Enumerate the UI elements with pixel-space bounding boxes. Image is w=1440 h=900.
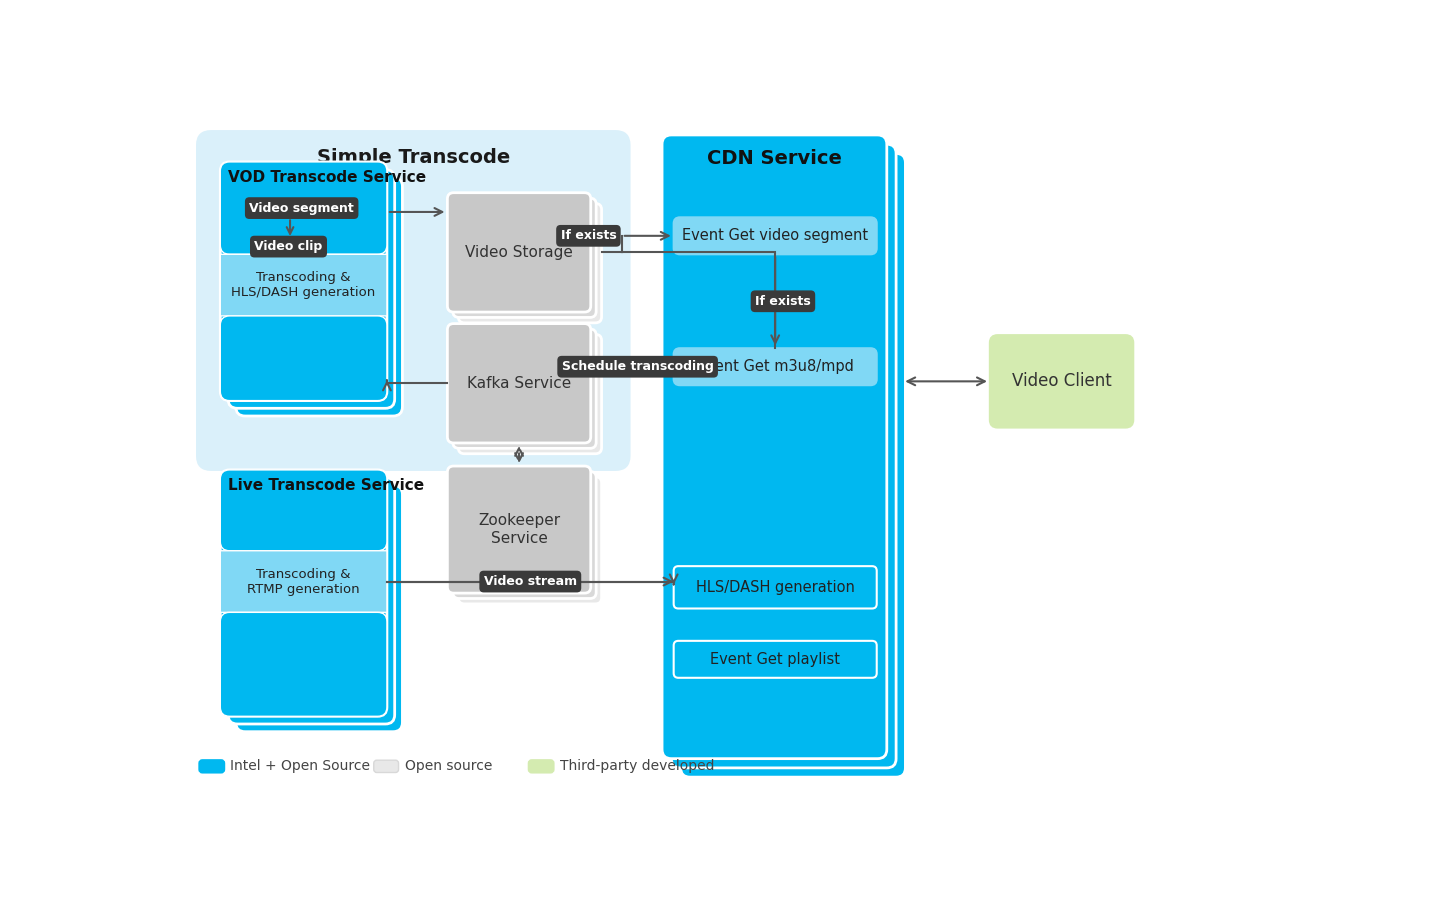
Text: Intel + Open Source: Intel + Open Source	[230, 760, 370, 773]
FancyBboxPatch shape	[681, 153, 906, 777]
FancyBboxPatch shape	[671, 144, 896, 768]
FancyBboxPatch shape	[452, 472, 596, 598]
FancyBboxPatch shape	[220, 551, 387, 612]
FancyBboxPatch shape	[452, 198, 596, 318]
Text: Schedule transcoding: Schedule transcoding	[562, 360, 714, 373]
FancyBboxPatch shape	[674, 641, 877, 678]
FancyBboxPatch shape	[674, 566, 877, 608]
FancyBboxPatch shape	[228, 478, 395, 724]
Text: If exists: If exists	[560, 230, 616, 242]
FancyBboxPatch shape	[448, 193, 590, 312]
Text: Third-party developed: Third-party developed	[560, 760, 714, 773]
Text: Live Transcode Service: Live Transcode Service	[228, 478, 425, 492]
FancyBboxPatch shape	[458, 203, 602, 323]
FancyBboxPatch shape	[220, 316, 387, 400]
FancyBboxPatch shape	[448, 324, 590, 443]
FancyBboxPatch shape	[448, 466, 590, 593]
FancyBboxPatch shape	[236, 485, 402, 732]
Text: Video Storage: Video Storage	[465, 245, 573, 260]
Text: Event Get video segment: Event Get video segment	[683, 229, 868, 243]
Text: Simple Transcode: Simple Transcode	[317, 148, 510, 167]
FancyBboxPatch shape	[662, 135, 887, 759]
Text: Open source: Open source	[405, 760, 492, 773]
FancyBboxPatch shape	[220, 612, 387, 716]
Text: VOD Transcode Service: VOD Transcode Service	[228, 169, 426, 184]
FancyBboxPatch shape	[674, 348, 877, 385]
Text: Video clip: Video clip	[255, 240, 323, 253]
FancyBboxPatch shape	[989, 335, 1133, 428]
FancyBboxPatch shape	[674, 217, 877, 255]
FancyBboxPatch shape	[452, 329, 596, 448]
Text: Video Client: Video Client	[1012, 373, 1112, 391]
FancyBboxPatch shape	[220, 162, 387, 400]
FancyBboxPatch shape	[236, 177, 402, 416]
FancyBboxPatch shape	[220, 162, 387, 255]
FancyBboxPatch shape	[220, 255, 387, 316]
Text: If exists: If exists	[755, 295, 811, 308]
Text: Transcoding &
HLS/DASH generation: Transcoding & HLS/DASH generation	[232, 271, 376, 299]
Text: Video segment: Video segment	[249, 202, 354, 214]
FancyBboxPatch shape	[528, 760, 553, 772]
Text: Transcoding &
RTMP generation: Transcoding & RTMP generation	[248, 568, 360, 596]
FancyBboxPatch shape	[220, 470, 387, 716]
Text: HLS/DASH generation: HLS/DASH generation	[696, 580, 854, 595]
FancyBboxPatch shape	[374, 760, 399, 772]
Text: Kafka Service: Kafka Service	[467, 376, 572, 391]
FancyBboxPatch shape	[199, 760, 225, 772]
FancyBboxPatch shape	[458, 335, 602, 454]
Text: Video stream: Video stream	[484, 575, 577, 588]
Text: Event Get playlist: Event Get playlist	[710, 652, 840, 667]
Text: Event Get m3u8/mpd: Event Get m3u8/mpd	[697, 359, 854, 374]
Text: CDN Service: CDN Service	[707, 148, 842, 167]
FancyBboxPatch shape	[458, 477, 602, 604]
FancyBboxPatch shape	[228, 169, 395, 409]
FancyBboxPatch shape	[220, 470, 387, 551]
Text: Zookeeper
Service: Zookeeper Service	[478, 513, 560, 545]
FancyBboxPatch shape	[197, 131, 629, 470]
